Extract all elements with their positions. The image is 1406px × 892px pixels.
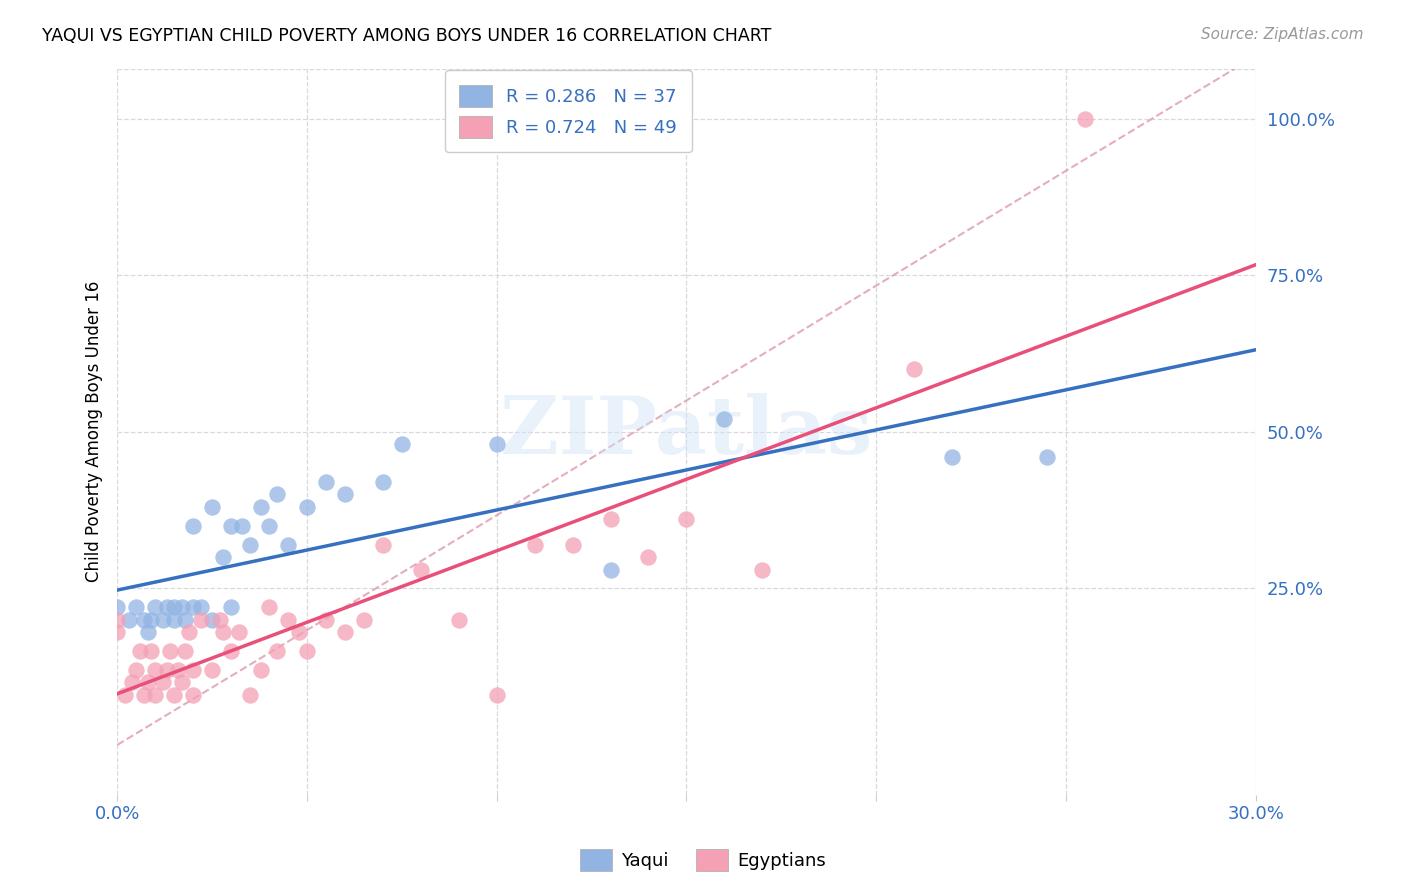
Point [181, 518, 204, 533]
Point [637, 550, 659, 565]
Point [231, 518, 253, 533]
Point [208, 613, 231, 627]
Point [295, 500, 318, 514]
Point [105, 625, 128, 640]
Point [179, 625, 201, 640]
Point [201, 613, 224, 627]
Y-axis label: Child Poverty Among Boys Under 16: Child Poverty Among Boys Under 16 [86, 281, 103, 582]
Point [257, 518, 280, 533]
Point [219, 518, 242, 533]
Point [155, 600, 177, 615]
Point [315, 475, 337, 489]
Point [190, 613, 212, 627]
Point [239, 537, 262, 551]
Point [523, 537, 546, 551]
Legend: R = 0.286   N = 37, R = 0.724   N = 49: R = 0.286 N = 37, R = 0.724 N = 49 [444, 70, 692, 153]
Point [903, 362, 925, 376]
Point [174, 613, 197, 627]
Point [117, 613, 139, 627]
Point [170, 675, 193, 690]
Point [163, 613, 186, 627]
Point [136, 675, 159, 690]
Point [713, 412, 735, 426]
Point [219, 644, 242, 658]
Point [353, 613, 375, 627]
Point [152, 675, 174, 690]
Point [561, 537, 583, 551]
Point [277, 537, 299, 551]
Point [371, 537, 394, 551]
Point [1074, 112, 1097, 126]
Point [129, 644, 152, 658]
Point [277, 613, 299, 627]
Point [675, 512, 697, 526]
Text: ZIPatlas: ZIPatlas [501, 392, 873, 471]
Point [257, 600, 280, 615]
Point [288, 625, 311, 640]
Point [181, 688, 204, 702]
Point [219, 600, 242, 615]
Point [143, 600, 166, 615]
Point [143, 663, 166, 677]
Point [141, 644, 163, 658]
Point [941, 450, 963, 464]
Point [163, 600, 186, 615]
Point [201, 663, 224, 677]
Text: YAQUI VS EGYPTIAN CHILD POVERTY AMONG BOYS UNDER 16 CORRELATION CHART: YAQUI VS EGYPTIAN CHILD POVERTY AMONG BO… [42, 27, 772, 45]
Point [266, 487, 288, 501]
Point [143, 688, 166, 702]
Legend: Yaqui, Egyptians: Yaqui, Egyptians [572, 842, 834, 879]
Point [141, 613, 163, 627]
Point [167, 663, 190, 677]
Point [132, 688, 155, 702]
Point [315, 613, 337, 627]
Point [121, 675, 143, 690]
Point [152, 613, 174, 627]
Point [125, 600, 148, 615]
Point [333, 625, 356, 640]
Point [391, 437, 413, 451]
Point [599, 563, 621, 577]
Point [163, 688, 186, 702]
Point [1036, 450, 1059, 464]
Point [239, 688, 262, 702]
Point [250, 500, 273, 514]
Point [181, 663, 204, 677]
Point [201, 500, 224, 514]
Point [159, 644, 181, 658]
Point [409, 563, 432, 577]
Point [212, 550, 235, 565]
Point [295, 644, 318, 658]
Point [228, 625, 250, 640]
Point [447, 613, 470, 627]
Point [170, 600, 193, 615]
Point [125, 663, 148, 677]
Point [250, 663, 273, 677]
Point [266, 644, 288, 658]
Point [181, 600, 204, 615]
Point [114, 688, 136, 702]
Point [485, 437, 508, 451]
Point [174, 644, 197, 658]
Point [212, 625, 235, 640]
Point [132, 613, 155, 627]
Point [190, 600, 212, 615]
Point [155, 663, 177, 677]
Text: Source: ZipAtlas.com: Source: ZipAtlas.com [1201, 27, 1364, 42]
Point [105, 613, 128, 627]
Point [599, 512, 621, 526]
Point [333, 487, 356, 501]
Point [136, 625, 159, 640]
Point [371, 475, 394, 489]
Point [751, 563, 773, 577]
Point [485, 688, 508, 702]
Point [105, 600, 128, 615]
